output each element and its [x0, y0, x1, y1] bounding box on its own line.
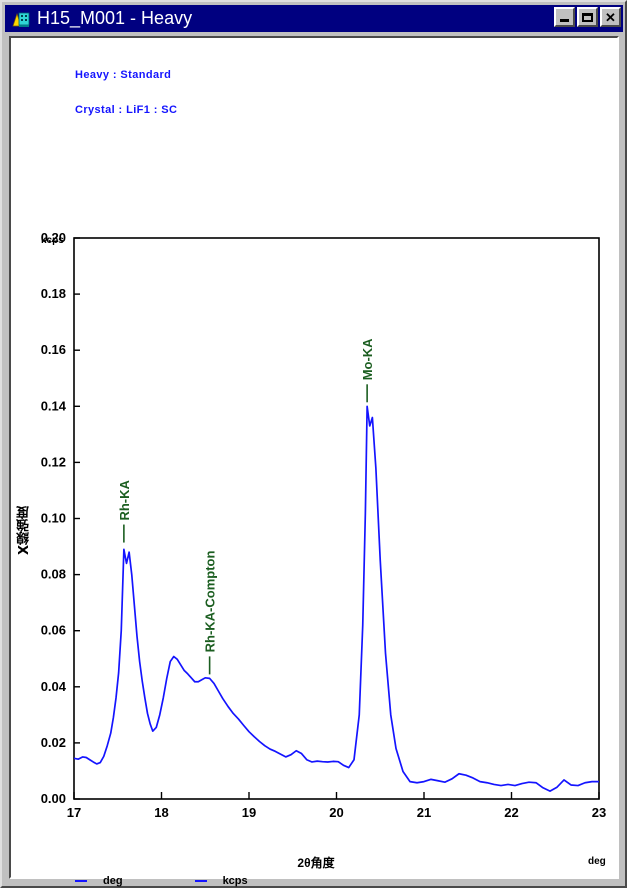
x-axis-title: 2θ角度 [297, 856, 335, 870]
legend-label: deg [103, 875, 123, 887]
maximize-button[interactable] [577, 7, 598, 27]
minimize-button[interactable] [554, 7, 575, 27]
spectrum-plot: 0.00 0.02 0.04 0.06 0.08 0.10 0.12 0.14 0.16 0.18… [41, 230, 607, 820]
svg-text:0.12: 0.12 [41, 454, 66, 469]
legend-item: kcps [194, 875, 248, 887]
svg-text:21: 21 [417, 805, 431, 820]
svg-text:0.02: 0.02 [41, 735, 66, 750]
svg-text:0.06: 0.06 [41, 623, 66, 638]
svg-text:0.00: 0.00 [41, 791, 66, 806]
svg-text:0.08: 0.08 [41, 567, 66, 582]
legend: deg kcps [75, 875, 248, 887]
legend-swatch-icon [75, 880, 87, 882]
window-title: H15_M001 - Heavy [37, 8, 193, 28]
close-button[interactable]: ✕ [600, 7, 621, 27]
svg-text:Mo-KA: Mo-KA [360, 338, 375, 380]
svg-text:0.16: 0.16 [41, 342, 66, 357]
measurement-condition-line1: Heavy : Standard [75, 69, 172, 81]
svg-text:20: 20 [329, 805, 343, 820]
legend-item: deg [75, 875, 123, 887]
svg-text:Rh-KA: Rh-KA [117, 480, 132, 521]
svg-text:22: 22 [504, 805, 518, 820]
measurement-condition-line2: Crystal : LiF1 : SC [75, 104, 178, 116]
svg-text:0.04: 0.04 [41, 679, 67, 694]
svg-text:Rh-KA-Compton: Rh-KA-Compton [203, 551, 218, 653]
y-axis-unit-label: kcps [41, 235, 64, 246]
svg-text:0.20: 0.20 [41, 230, 66, 245]
legend-swatch-icon [194, 880, 207, 882]
legend-label: kcps [222, 875, 248, 887]
svg-text:23: 23 [592, 805, 606, 820]
chart-client-area: Heavy : Standard Crystal : LiF1 : SC kcp… [9, 36, 619, 887]
svg-text:19: 19 [242, 805, 256, 820]
svg-text:0.18: 0.18 [41, 286, 66, 301]
title-bar[interactable]: H15_M001 - Heavy ✕ [5, 5, 623, 32]
window-controls: ✕ [554, 7, 621, 27]
svg-text:18: 18 [154, 805, 168, 820]
svg-text:0.14: 0.14 [41, 398, 67, 413]
svg-text:17: 17 [67, 805, 81, 820]
app-icon [9, 9, 31, 29]
x-axis-unit-label: deg [588, 856, 606, 867]
svg-text:0.10: 0.10 [41, 511, 66, 526]
